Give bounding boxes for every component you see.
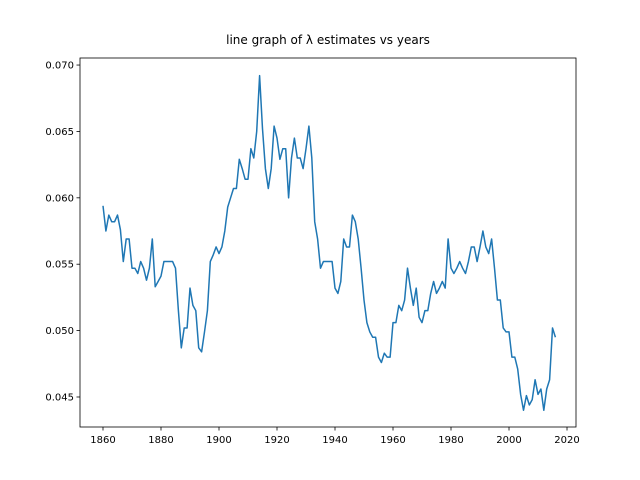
x-tick-label: 1900	[206, 435, 231, 446]
chart-title: line graph of λ estimates vs years	[226, 33, 430, 47]
y-tick-label: 0.050	[45, 326, 74, 337]
x-tick-label: 2020	[554, 435, 579, 446]
y-tick-label: 0.065	[45, 127, 74, 138]
data-line	[102, 74, 557, 412]
x-tick-label: 1980	[438, 435, 463, 446]
y-tick-label: 0.060	[45, 193, 74, 204]
y-tick-label: 0.045	[45, 392, 74, 403]
x-tick-label: 1880	[148, 435, 173, 446]
y-tick-label: 0.055	[45, 260, 74, 271]
x-tick-label: 1940	[322, 435, 347, 446]
x-tick-label: 2000	[496, 435, 521, 446]
x-tick-label: 1920	[264, 435, 289, 446]
y-tick-label: 0.070	[45, 61, 74, 72]
x-tick-label: 1960	[380, 435, 405, 446]
x-tick-label: 1860	[90, 435, 115, 446]
plot-frame	[79, 57, 577, 428]
